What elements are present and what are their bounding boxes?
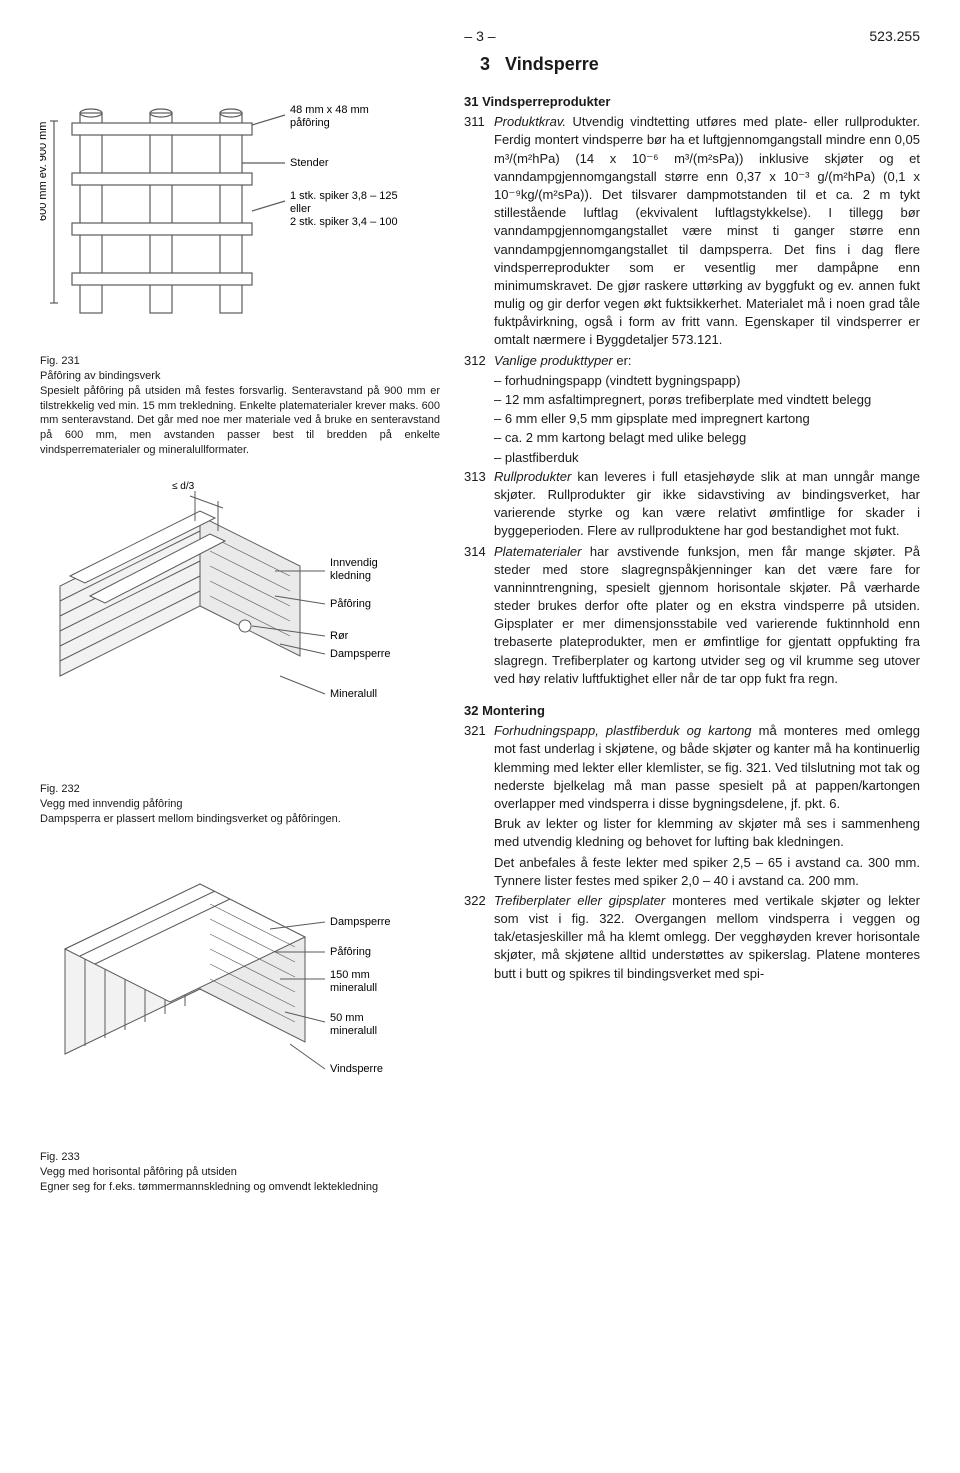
fig233-label-vindsperre: Vindsperre (330, 1063, 383, 1075)
spacer (464, 854, 494, 890)
para-314-num: 314 (464, 543, 494, 689)
para-313: 313 Rullprodukter kan leveres i full eta… (464, 468, 920, 541)
para-321-body3: Det anbefales å feste lekter med spiker … (494, 854, 920, 890)
para-321-body2: Bruk av lekter og lister for klemming av… (494, 815, 920, 851)
left-column: 600 mm ev. 900 mm 48 mm x 48 mm påfôring… (40, 93, 440, 1213)
figure-233: Dampsperre Påfôring 150 mm mineralull 50… (40, 844, 440, 1195)
para-322-num: 322 (464, 892, 494, 983)
fig231-label-stender: Stender (290, 157, 329, 169)
fig233-label-min150a: 150 mm (330, 969, 370, 981)
para-321-lead: Forhudningspapp, plastfiberduk og karton… (494, 723, 752, 738)
fig233-drawing: Dampsperre Påfôring 150 mm mineralull 50… (40, 844, 440, 1144)
fig231-label-eller: eller (290, 203, 311, 215)
fig233-caption-body: Egner seg for f.eks. tømmermannskledning… (40, 1180, 440, 1195)
para-314: 314 Platematerialer har avstivende funks… (464, 543, 920, 689)
para-312-text: Vanlige produkttyper er: (494, 352, 920, 370)
fig231-label-spiker2: 2 stk. spiker 3,4 – 100 (290, 216, 398, 228)
para-314-body: har avstivende funksjon, men får mange s… (494, 544, 920, 686)
para-311-text: Produktkrav. Utvendig vindtetting utføre… (494, 113, 920, 349)
para-312: 312 Vanlige produkttyper er: (464, 352, 920, 370)
para-311: 311 Produktkrav. Utvendig vindtetting ut… (464, 113, 920, 349)
list-item: ca. 2 mm kartong belagt med ulike belegg (494, 429, 920, 447)
section-number: 3 (480, 54, 490, 74)
fig233-label-min150b: mineralull (330, 982, 377, 994)
para-312-num: 312 (464, 352, 494, 370)
para-321b: Bruk av lekter og lister for klemming av… (464, 815, 920, 851)
page-number: – 3 – (40, 28, 920, 44)
para-322-lead: Trefiberplater eller gipsplater (494, 893, 665, 908)
para-321-text: Forhudningspapp, plastfiberduk og karton… (494, 722, 920, 813)
fig232-label-dampsperre: Dampsperre (330, 648, 391, 660)
para-312-list: forhudningspapp (vindtett bygningspapp) … (464, 372, 920, 467)
spacer (464, 815, 494, 851)
para-314-text: Platematerialer har avstivende funksjon,… (494, 543, 920, 689)
two-column-layout: 600 mm ev. 900 mm 48 mm x 48 mm påfôring… (40, 93, 920, 1213)
para-313-lead: Rullprodukter (494, 469, 571, 484)
fig232-caption-line1: Vegg med innvendig påfôring (40, 797, 440, 812)
fig231-label-topdim1: 48 mm x 48 mm (290, 104, 369, 116)
para-311-body: Utvendig vindtetting utføres med plate- … (494, 114, 920, 347)
section-title: 3 Vindsperre (40, 54, 920, 75)
para-311-num: 311 (464, 113, 494, 349)
fig232-label-ror: Rør (330, 630, 349, 642)
fig231-caption-body: Spesielt påfôring på utsiden må festes f… (40, 384, 440, 458)
fig232-caption-body: Dampsperra er plassert mellom bindingsve… (40, 812, 440, 827)
doc-code: 523.255 (869, 28, 920, 44)
para-313-text: Rullprodukter kan leveres i full etasjeh… (494, 468, 920, 541)
page: – 3 – 523.255 3 Vindsperre (0, 0, 960, 1233)
para-321: 321 Forhudningspapp, plastfiberduk og ka… (464, 722, 920, 813)
fig233-label-min50b: mineralull (330, 1025, 377, 1037)
header-row: – 3 – 523.255 (40, 28, 920, 44)
section-name: Vindsperre (505, 54, 599, 74)
fig233-label-dampsperre: Dampsperre (330, 916, 391, 928)
fig232-label-innvendig1: Innvendig (330, 557, 378, 569)
right-column: 31 Vindsperreprodukter 311 Produktkrav. … (464, 93, 920, 1213)
list-item: forhudningspapp (vindtett bygningspapp) (494, 372, 920, 390)
para-314-lead: Platematerialer (494, 544, 581, 559)
fig232-label-innvendig2: kledning (330, 570, 371, 582)
fig231-drawing: 600 mm ev. 900 mm 48 mm x 48 mm påfôring… (40, 93, 440, 348)
fig232-caption-title: Fig. 232 (40, 782, 440, 797)
para-322-text: Trefiberplater eller gipsplater monteres… (494, 892, 920, 983)
list-item: plastfiberduk (494, 449, 920, 467)
para-311-lead: Produktkrav. (494, 114, 566, 129)
para-313-num: 313 (464, 468, 494, 541)
list-item: 12 mm asfaltimpregnert, porøs trefiberpl… (494, 391, 920, 409)
fig231-caption-line1: Påfôring av bindingsverk (40, 369, 440, 384)
figure-231: 600 mm ev. 900 mm 48 mm x 48 mm påfôring… (40, 93, 440, 458)
figure-232: ≤ d/3 Innvendig kledning Påfôring Rør Da… (40, 476, 440, 827)
fig232-label-paforing: Påfôring (330, 598, 371, 610)
fig232-label-d3: ≤ d/3 (172, 481, 195, 492)
fig231-caption-title: Fig. 231 (40, 354, 440, 369)
para-312-lead: Vanlige produkttyper (494, 353, 613, 368)
fig232-label-mineralull: Mineralull (330, 688, 377, 700)
fig233-caption-title: Fig. 233 (40, 1150, 440, 1165)
fig231-label-spiker1: 1 stk. spiker 3,8 – 125 (290, 190, 398, 202)
fig233-label-paforing: Påfôring (330, 946, 371, 958)
fig232-drawing: ≤ d/3 Innvendig kledning Påfôring Rør Da… (40, 476, 440, 776)
para-312-body: er: (613, 353, 632, 368)
fig233-label-min50a: 50 mm (330, 1012, 364, 1024)
para-321-num: 321 (464, 722, 494, 813)
subsection-31-title: 31 Vindsperreprodukter (464, 93, 920, 111)
subsection-32-title: 32 Montering (464, 702, 920, 720)
list-item: 6 mm eller 9,5 mm gipsplate med impregne… (494, 410, 920, 428)
fig231-label-topdim2: påfôring (290, 117, 330, 129)
fig233-caption-line1: Vegg med horisontal påfôring på utsiden (40, 1165, 440, 1180)
para-322: 322 Trefiberplater eller gipsplater mont… (464, 892, 920, 983)
fig231-label-vertical: 600 mm ev. 900 mm (40, 122, 49, 221)
para-321c: Det anbefales å feste lekter med spiker … (464, 854, 920, 890)
